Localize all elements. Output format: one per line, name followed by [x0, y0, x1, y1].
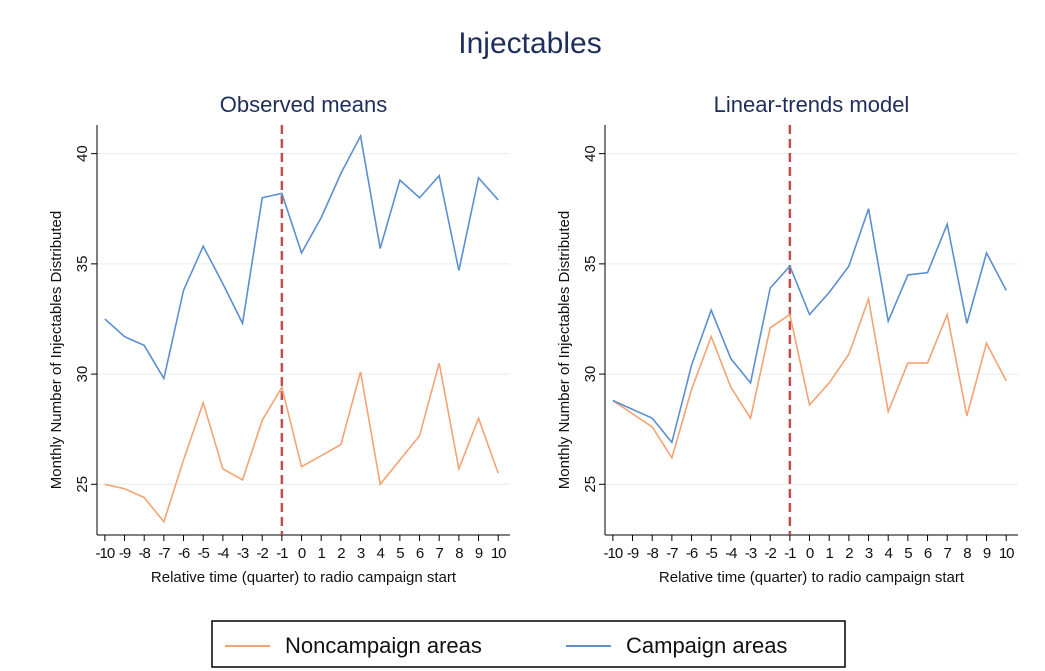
y-tick-label: 35 — [74, 256, 91, 273]
x-tick-label: -3 — [745, 545, 757, 562]
x-tick-label: 9 — [475, 545, 483, 562]
x-tick-label: 8 — [963, 545, 971, 562]
x-tick-label: -9 — [627, 545, 639, 562]
series-line — [104, 133, 499, 381]
x-tick-label: 8 — [455, 545, 463, 562]
x-tick-label: 4 — [885, 545, 893, 562]
x-tick-label: 2 — [845, 545, 853, 562]
x-tick-label: -9 — [119, 545, 131, 562]
x-tick-label: -4 — [725, 545, 737, 562]
x-tick-label: -1 — [784, 545, 796, 562]
y-tick-label: 25 — [582, 476, 599, 493]
x-tick-label: 5 — [904, 545, 912, 562]
x-tick-label: -1 — [276, 545, 288, 562]
x-tick-label: 5 — [396, 545, 404, 562]
x-tick-label: 2 — [337, 545, 345, 562]
y-axis-label: Monthly Number of Injectables Distribute… — [48, 211, 65, 489]
x-tick-label: -2 — [765, 545, 777, 562]
x-tick-label: -3 — [237, 545, 249, 562]
x-tick-label: -8 — [139, 545, 151, 562]
y-tick-label: 40 — [582, 145, 599, 162]
x-tick-label: -5 — [198, 545, 210, 562]
y-tick-label: 30 — [74, 366, 91, 383]
x-tick-label: 3 — [357, 545, 365, 562]
legend-box — [211, 620, 846, 668]
series-line — [104, 362, 499, 524]
x-tick-label: -5 — [706, 545, 718, 562]
x-tick-label: 6 — [416, 545, 424, 562]
series-line — [612, 296, 1007, 460]
x-tick-label: 0 — [806, 545, 814, 562]
y-tick-label: 25 — [74, 476, 91, 493]
x-tick-label: -4 — [217, 545, 229, 562]
x-tick-label: 6 — [924, 545, 932, 562]
x-tick-label: -6 — [686, 545, 698, 562]
legend-label: Noncampaign areas — [285, 633, 482, 658]
y-tick-label: 40 — [74, 145, 91, 162]
panel-title: Observed means — [220, 92, 388, 117]
x-tick-label: 10 — [999, 545, 1014, 562]
y-tick-label: 35 — [582, 256, 599, 273]
x-tick-label: -7 — [666, 545, 678, 562]
series-line — [612, 208, 1007, 445]
x-axis-label: Relative time (quarter) to radio campaig… — [151, 569, 457, 586]
x-tick-label: 3 — [865, 545, 873, 562]
y-tick-label: 30 — [582, 366, 599, 383]
panel-title: Linear-trends model — [714, 92, 910, 117]
x-axis-label: Relative time (quarter) to radio campaig… — [659, 569, 965, 586]
x-tick-label: -10 — [604, 545, 623, 562]
y-axis-label: Monthly Number of Injectables Distribute… — [556, 211, 573, 489]
x-tick-label: 0 — [298, 545, 306, 562]
figure-title: Injectables — [458, 27, 601, 60]
x-tick-label: -8 — [647, 545, 659, 562]
x-tick-label: 7 — [944, 545, 952, 562]
x-tick-label: 7 — [436, 545, 444, 562]
x-tick-label: -10 — [96, 545, 115, 562]
x-tick-label: -6 — [178, 545, 190, 562]
legend-label: Campaign areas — [626, 633, 787, 658]
x-tick-label: 1 — [318, 545, 326, 562]
x-tick-label: -7 — [158, 545, 170, 562]
x-tick-label: 10 — [491, 545, 506, 562]
x-tick-label: -2 — [257, 545, 269, 562]
x-tick-label: 1 — [826, 545, 834, 562]
x-tick-label: 9 — [983, 545, 991, 562]
x-tick-label: 4 — [377, 545, 385, 562]
